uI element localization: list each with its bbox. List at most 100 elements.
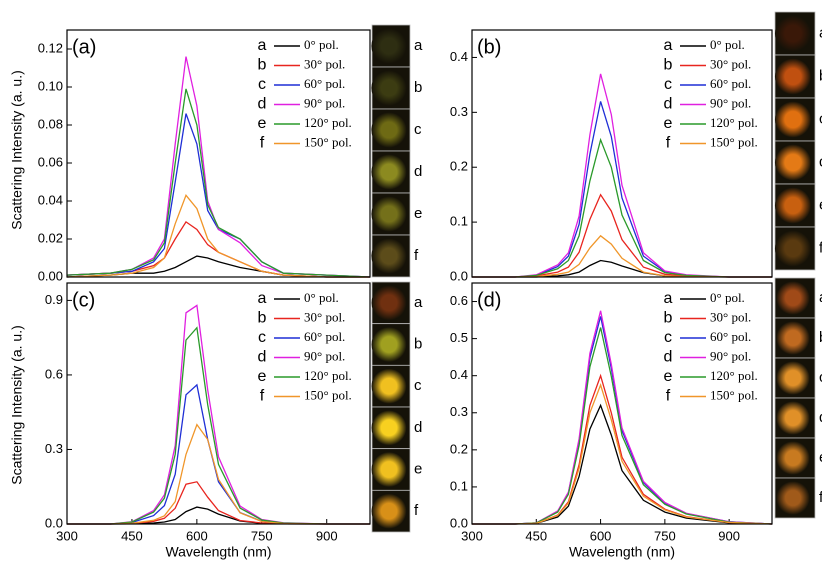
y-tick-label: 0.3 xyxy=(450,104,468,119)
panel-label: (a) xyxy=(72,36,96,58)
thumbnail-spot xyxy=(776,321,810,355)
y-tick-label: 0.06 xyxy=(38,154,63,169)
thumbnail-label: c xyxy=(819,369,822,386)
thumbnail-label: f xyxy=(414,502,419,519)
y-tick-label: 0.02 xyxy=(38,230,63,245)
spectrum-line xyxy=(472,73,772,278)
thumbnail-spot xyxy=(774,101,812,138)
thumbnail-spot xyxy=(774,58,812,95)
legend-key: b xyxy=(664,310,673,327)
spectrum-line xyxy=(66,88,371,278)
x-tick-label: 600 xyxy=(186,528,208,543)
legend-label: 120° pol. xyxy=(710,368,758,383)
panel-label: (c) xyxy=(72,289,95,311)
legend-key: b xyxy=(664,57,673,74)
thumbnail-label: e xyxy=(414,205,422,222)
thumbnail-label: f xyxy=(819,239,822,256)
thumbnail-label: a xyxy=(414,294,423,311)
y-tick-label: 0.6 xyxy=(450,293,468,308)
y-tick-label: 0.0 xyxy=(450,268,468,283)
spectrum-line xyxy=(66,194,370,278)
legend-key: f xyxy=(260,135,265,152)
y-tick-label: 0.0 xyxy=(45,515,63,530)
thumbnail-label: d xyxy=(414,419,422,436)
legend-key: a xyxy=(258,290,267,307)
thumbnail-spot xyxy=(371,493,407,529)
x-tick-label: 450 xyxy=(121,528,143,543)
legend-label: 90° pol. xyxy=(710,348,751,363)
legend-label: 0° pol. xyxy=(710,37,745,52)
thumbnail-label: e xyxy=(819,449,822,466)
legend-key: f xyxy=(666,135,671,152)
y-tick-label: 0.6 xyxy=(45,366,63,381)
spectrum-line xyxy=(472,234,772,278)
spectrum-line xyxy=(472,403,773,525)
legend-label: 30° pol. xyxy=(304,309,345,324)
legend-label: 120° pol. xyxy=(710,115,758,130)
y-tick-label: 0.3 xyxy=(45,441,63,456)
thumbnail-spot xyxy=(371,28,407,64)
legend-key: e xyxy=(664,368,673,385)
thumbnail-spot xyxy=(371,196,407,232)
y-tick-label: 0.04 xyxy=(38,192,63,207)
y-tick-label: 0.0 xyxy=(450,515,468,530)
panel-label: (b) xyxy=(477,36,501,58)
y-tick-label: 0.2 xyxy=(450,441,468,456)
spectrum-line xyxy=(67,481,370,525)
thumbnail-spot xyxy=(371,70,407,106)
thumbnail-spot xyxy=(776,361,810,395)
spectrum-line xyxy=(66,255,370,278)
y-tick-label: 0.4 xyxy=(450,49,468,64)
x-tick-label: 750 xyxy=(251,528,273,543)
y-tick-label: 0.9 xyxy=(45,292,63,307)
legend-key: d xyxy=(664,349,673,366)
legend-label: 90° pol. xyxy=(304,95,345,110)
spectrum-line xyxy=(67,326,370,525)
thumbnail-label: b xyxy=(414,79,422,96)
legend-key: e xyxy=(664,115,673,132)
legend-key: a xyxy=(664,290,673,307)
thumbnail-spot xyxy=(776,441,810,475)
x-axis-label: Wavelength (nm) xyxy=(165,544,271,560)
spectrum-line xyxy=(472,383,773,525)
legend-key: f xyxy=(260,388,265,405)
thumbnail-spot xyxy=(774,15,812,52)
y-tick-label: 0.4 xyxy=(450,367,468,382)
thumbnail-spot xyxy=(371,154,407,190)
y-tick-label: 0.12 xyxy=(38,40,63,55)
y-tick-label: 0.3 xyxy=(450,404,468,419)
x-tick-label: 600 xyxy=(590,528,612,543)
legend-key: a xyxy=(664,37,673,54)
plot-frame xyxy=(66,282,371,525)
legend-key: c xyxy=(258,329,266,346)
thumbnail-spot xyxy=(371,285,407,321)
thumbnail-label: e xyxy=(414,460,422,477)
y-tick-label: 0.08 xyxy=(38,116,63,131)
legend-label: 120° pol. xyxy=(304,115,352,130)
thumbnail-spot xyxy=(774,144,812,181)
thumbnail-label: b xyxy=(414,335,422,352)
x-tick-label: 750 xyxy=(654,528,676,543)
legend-label: 150° pol. xyxy=(710,134,758,149)
thumbnail-label: a xyxy=(414,37,423,54)
y-tick-label: 0.1 xyxy=(450,214,468,229)
y-tick-label: 0.2 xyxy=(450,159,468,174)
legend-key: b xyxy=(258,310,267,327)
legend-key: f xyxy=(666,388,671,405)
thumbnail-spot xyxy=(776,281,810,315)
thumbnail-label: f xyxy=(819,489,822,506)
plot-frame xyxy=(66,29,371,278)
legend-label: 0° pol. xyxy=(304,290,339,305)
legend-label: 30° pol. xyxy=(710,309,751,324)
legend-key: c xyxy=(664,329,672,346)
thumbnail-spot xyxy=(371,112,407,148)
thumbnail-spot xyxy=(774,187,812,224)
thumbnail-label: e xyxy=(819,196,822,213)
spectrum-line xyxy=(472,137,772,278)
legend-label: 30° pol. xyxy=(710,56,751,71)
legend-label: 150° pol. xyxy=(710,387,758,402)
legend-label: 60° pol. xyxy=(304,329,345,344)
legend-key: d xyxy=(664,96,673,113)
legend-key: e xyxy=(258,115,267,132)
